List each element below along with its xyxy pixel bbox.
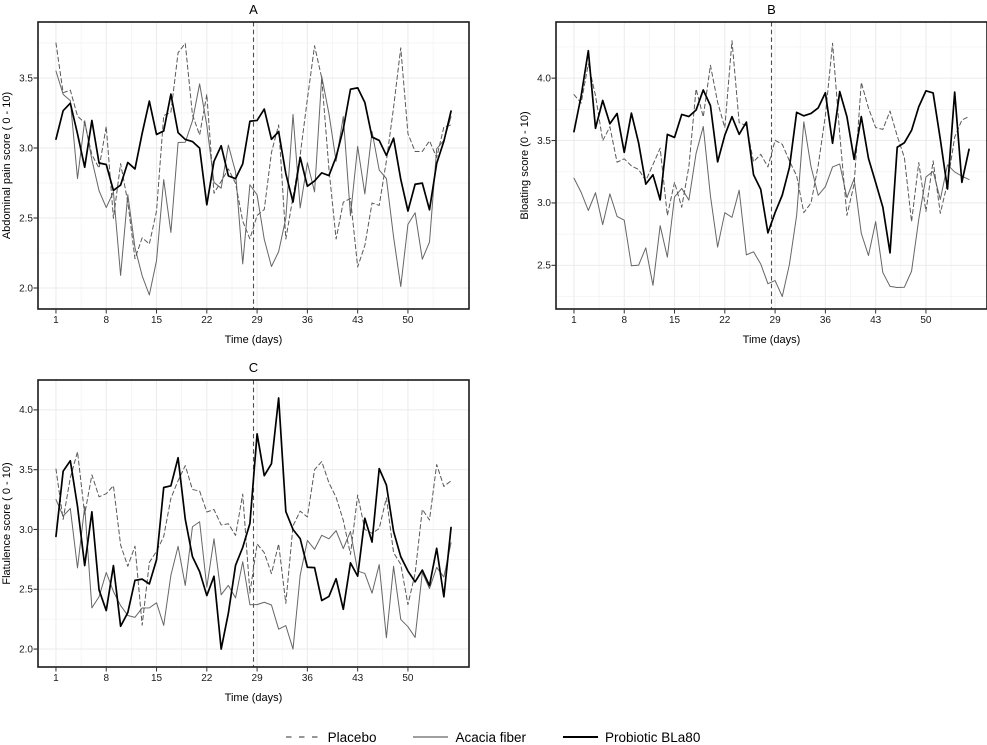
- svg-text:8: 8: [103, 673, 109, 684]
- svg-text:Abdominal pain score ( 0 - 10): Abdominal pain score ( 0 - 10): [1, 92, 13, 239]
- svg-text:36: 36: [301, 673, 313, 684]
- svg-text:50: 50: [402, 673, 414, 684]
- svg-text:3.5: 3.5: [19, 74, 33, 85]
- svg-text:2.5: 2.5: [537, 261, 551, 272]
- svg-text:Time (days): Time (days): [742, 334, 800, 346]
- svg-text:15: 15: [150, 315, 162, 326]
- svg-text:Time (days): Time (days): [224, 334, 282, 346]
- svg-text:22: 22: [201, 673, 213, 684]
- svg-text:4.0: 4.0: [537, 74, 551, 85]
- svg-text:2.0: 2.0: [19, 284, 33, 295]
- svg-text:43: 43: [352, 315, 364, 326]
- svg-text:4.0: 4.0: [19, 406, 33, 417]
- svg-text:29: 29: [251, 315, 263, 326]
- svg-text:3.0: 3.0: [19, 144, 33, 155]
- svg-text:1: 1: [571, 315, 577, 326]
- svg-text:22: 22: [201, 315, 213, 326]
- svg-text:3.5: 3.5: [19, 465, 33, 476]
- svg-text:3.0: 3.0: [537, 199, 551, 210]
- svg-text:2.5: 2.5: [19, 214, 33, 225]
- svg-text:C: C: [248, 360, 257, 375]
- svg-text:29: 29: [769, 315, 781, 326]
- svg-text:3.5: 3.5: [537, 136, 551, 147]
- svg-text:43: 43: [352, 673, 364, 684]
- svg-text:2.5: 2.5: [19, 585, 33, 596]
- svg-text:36: 36: [301, 315, 313, 326]
- svg-text:Flatulence score ( 0 - 10): Flatulence score ( 0 - 10): [1, 463, 13, 585]
- svg-text:36: 36: [819, 315, 831, 326]
- svg-text:8: 8: [103, 315, 109, 326]
- svg-text:15: 15: [150, 673, 162, 684]
- svg-text:29: 29: [251, 673, 263, 684]
- svg-text:8: 8: [621, 315, 627, 326]
- svg-text:1: 1: [53, 673, 59, 684]
- svg-text:50: 50: [402, 315, 414, 326]
- svg-text:2.0: 2.0: [19, 645, 33, 656]
- svg-text:43: 43: [870, 315, 882, 326]
- svg-text:15: 15: [668, 315, 680, 326]
- svg-text:A: A: [249, 2, 258, 17]
- svg-text:22: 22: [719, 315, 731, 326]
- svg-text:1: 1: [53, 315, 59, 326]
- svg-text:B: B: [767, 2, 776, 17]
- svg-text:Time (days): Time (days): [224, 692, 282, 704]
- svg-text:3.0: 3.0: [19, 525, 33, 536]
- svg-text:50: 50: [920, 315, 932, 326]
- svg-text:Bloating score (0 - 10): Bloating score (0 - 10): [519, 112, 531, 220]
